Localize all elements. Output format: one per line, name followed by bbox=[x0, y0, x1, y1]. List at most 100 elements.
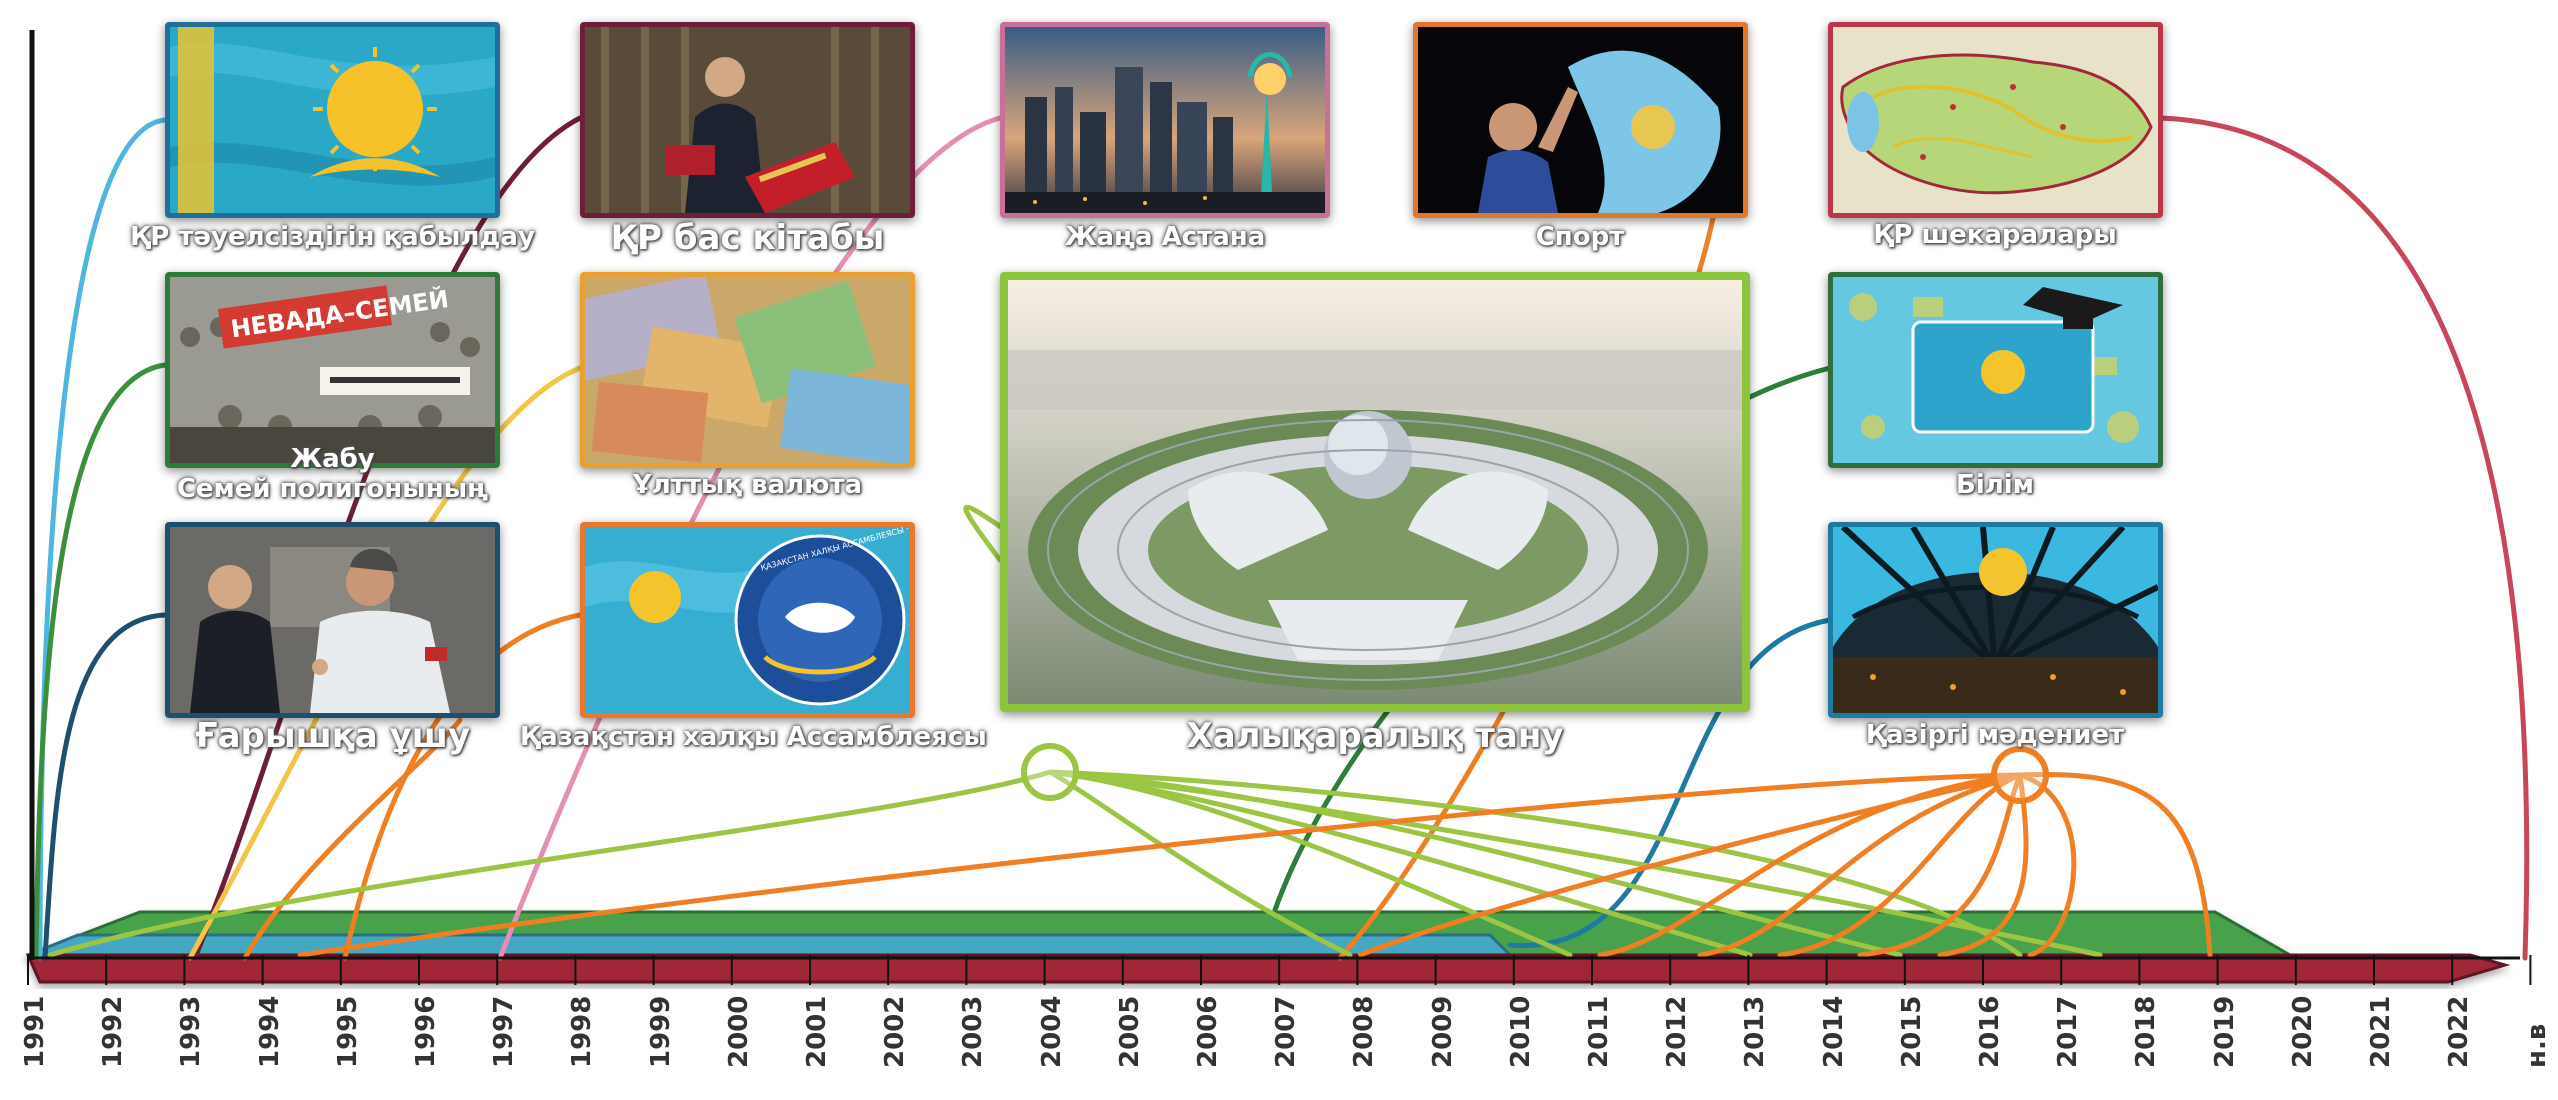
constitution-image bbox=[585, 27, 910, 213]
year-label: 1998 bbox=[555, 968, 598, 1068]
culture-image bbox=[1833, 527, 2158, 713]
card-assembly[interactable]: ҚАЗАҚСТАН ХАЛҚЫ АССАМБЛЕЯСЫ · АССАМБЛЕЯ … bbox=[580, 522, 915, 718]
year-label: 2014 bbox=[1807, 968, 1849, 1068]
year-label: 1992 bbox=[86, 968, 128, 1068]
year-label-text: 1993 bbox=[176, 995, 207, 1068]
card-sport[interactable] bbox=[1413, 22, 1748, 218]
connector-orange-4 bbox=[1697, 772, 2023, 958]
year-label-text: 1995 bbox=[332, 995, 363, 1068]
year-label: н.в bbox=[2510, 968, 2552, 1068]
card-currency[interactable] bbox=[580, 272, 915, 468]
year-label-text: 1999 bbox=[645, 995, 676, 1068]
year-label-text: 2020 bbox=[2287, 995, 2318, 1068]
assembly-image: ҚАЗАҚСТАН ХАЛҚЫ АССАМБЛЕЯСЫ · АССАМБЛЕЯ … bbox=[585, 527, 910, 713]
caption-recognition: Халықаралық тану bbox=[1186, 716, 1564, 756]
hub-culture bbox=[1991, 746, 2049, 804]
year-label: 2016 bbox=[1963, 968, 2005, 1068]
year-label-text: 1991 bbox=[20, 995, 50, 1068]
caption-culture: Қазіргі мәдениет bbox=[1865, 720, 2125, 750]
astana-image bbox=[1005, 27, 1325, 213]
year-label-text: 1994 bbox=[254, 995, 285, 1068]
connector-lime-3 bbox=[1047, 769, 2103, 958]
year-label-text: 2021 bbox=[2366, 995, 2396, 1068]
year-label-text: 2016 bbox=[1975, 995, 2005, 1068]
year-label: 2015 bbox=[1885, 968, 1927, 1068]
year-label-text: 2002 bbox=[880, 995, 911, 1068]
connector-orange-1 bbox=[297, 772, 2023, 958]
year-label: 2009 bbox=[1416, 968, 1458, 1068]
year-label-text: 2004 bbox=[1036, 995, 1067, 1068]
year-label: 2011 bbox=[1572, 968, 1614, 1068]
year-label-text: 1998 bbox=[567, 995, 598, 1068]
connector-orange-7 bbox=[1937, 772, 2029, 958]
x-axis-ticks bbox=[27, 955, 2532, 985]
year-label: 1993 bbox=[164, 968, 207, 1068]
card-polygon[interactable]: НЕВАДА–СЕМЕЙ bbox=[165, 272, 500, 468]
year-label: 2010 bbox=[1494, 968, 1536, 1068]
year-label: 2006 bbox=[1181, 968, 1223, 1068]
connector-lime-1 bbox=[47, 769, 1053, 958]
year-label: 2013 bbox=[1728, 968, 1771, 1068]
year-label: 2005 bbox=[1103, 968, 1145, 1068]
year-label: 2008 bbox=[1337, 968, 1379, 1068]
caption-currency: Ұлттық валюта bbox=[632, 470, 863, 500]
caption-independence: ҚР тәуелсіздігін қабылдау bbox=[130, 222, 535, 252]
year-label-text: 2013 bbox=[1740, 995, 1771, 1068]
caption-sport: Спорт bbox=[1535, 222, 1625, 252]
caption-space: Ғарышқа ұшу bbox=[194, 716, 471, 756]
map-image bbox=[1833, 27, 2158, 213]
year-label-text: 2014 bbox=[1818, 995, 1849, 1068]
card-astana[interactable] bbox=[1000, 22, 1330, 218]
year-label-text: 2022 bbox=[2444, 995, 2475, 1068]
connector-culture bbox=[1507, 617, 1833, 948]
banknotes-image bbox=[585, 277, 910, 463]
year-label: 1996 bbox=[399, 968, 441, 1068]
year-label-text: 1997 bbox=[489, 995, 520, 1068]
year-label: 2012 bbox=[1650, 968, 1693, 1068]
year-label: 2000 bbox=[712, 968, 754, 1068]
year-label-text: 2011 bbox=[1584, 995, 1614, 1068]
expo-aerial-image bbox=[1008, 280, 1742, 704]
year-label-text: 2006 bbox=[1193, 995, 1223, 1068]
year-label-text: 2001 bbox=[802, 995, 832, 1068]
year-label: 1999 bbox=[634, 968, 676, 1068]
year-label: 2019 bbox=[2198, 968, 2240, 1068]
year-label: 1995 bbox=[321, 968, 363, 1068]
caption-education: Білім bbox=[1956, 470, 2034, 500]
year-label: 2017 bbox=[2041, 968, 2083, 1068]
year-label-text: 1996 bbox=[411, 995, 441, 1068]
year-label: 2004 bbox=[1025, 968, 1067, 1068]
connector-orange-3 bbox=[1597, 772, 2023, 958]
year-label-text: 2000 bbox=[723, 995, 754, 1068]
caption-polygon-line2: Семей полигонының bbox=[176, 474, 489, 504]
year-label: 1991 bbox=[8, 968, 50, 1068]
year-label-text: 2010 bbox=[1505, 995, 1536, 1068]
year-label-text: 2019 bbox=[2209, 995, 2240, 1068]
connector-polygon bbox=[33, 362, 168, 961]
caption-polygon-line1: Жабу bbox=[290, 444, 375, 474]
card-borders[interactable] bbox=[1828, 22, 2163, 218]
flag-image bbox=[170, 27, 495, 213]
year-label: 2002 bbox=[868, 968, 911, 1068]
year-label: 2003 bbox=[946, 968, 988, 1068]
hub-recognition bbox=[1021, 743, 1079, 801]
connector-orange-6 bbox=[1857, 772, 2023, 958]
sport-image bbox=[1418, 27, 1743, 213]
card-education[interactable] bbox=[1828, 272, 2163, 468]
year-label-text: 2012 bbox=[1662, 995, 1693, 1068]
connector-orange-2 bbox=[1357, 772, 2023, 958]
protest-image: НЕВАДА–СЕМЕЙ bbox=[170, 277, 495, 463]
year-label: 2021 bbox=[2354, 968, 2396, 1068]
year-label-text: 2015 bbox=[1896, 995, 1927, 1068]
connector-lime-6 bbox=[1047, 769, 2023, 958]
card-independence[interactable] bbox=[165, 22, 500, 218]
card-recognition[interactable] bbox=[1000, 272, 1750, 712]
card-space[interactable] bbox=[165, 522, 500, 718]
year-label: 1997 bbox=[477, 968, 520, 1068]
year-label-text: 2007 bbox=[1271, 995, 1302, 1068]
card-culture[interactable] bbox=[1828, 522, 2163, 718]
year-label-text: 2018 bbox=[2131, 995, 2162, 1068]
card-constitution[interactable] bbox=[580, 22, 915, 218]
period-bar-red bbox=[25, 953, 2511, 984]
connector-space bbox=[42, 612, 168, 961]
